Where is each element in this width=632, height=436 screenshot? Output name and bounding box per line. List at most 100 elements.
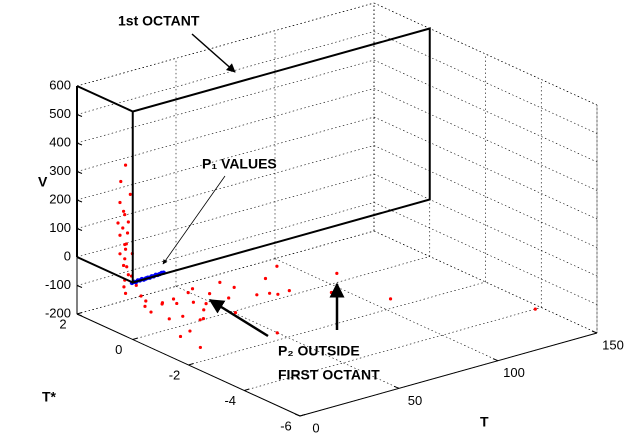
tick-mark	[76, 312, 83, 315]
tick-mark	[132, 337, 138, 340]
annotation: P₂ OUTSIDE	[278, 343, 360, 359]
point	[123, 247, 128, 251]
point	[149, 310, 153, 314]
grid-line	[76, 59, 375, 144]
z-tick-label: 100	[49, 220, 71, 235]
point	[123, 257, 127, 261]
axes: -200 -100 0 100 200 300 400 500 600 0 50 100 150 2 0 -2…	[45, 77, 624, 435]
z-axis-label: V	[38, 174, 48, 190]
point	[255, 293, 259, 297]
grid-line	[373, 31, 598, 134]
grid-line	[373, 116, 598, 220]
tick-mark	[591, 330, 598, 334]
octant-edge	[76, 256, 134, 284]
arrow	[162, 175, 226, 265]
point	[121, 263, 126, 268]
point	[208, 292, 212, 296]
grid-line	[76, 116, 375, 201]
y-tick-label: -4	[224, 393, 236, 408]
point	[191, 300, 195, 304]
point	[122, 285, 126, 289]
x-tick-label: 150	[602, 337, 624, 352]
point	[275, 331, 279, 335]
x-tick-label: 100	[503, 365, 525, 380]
point	[118, 233, 122, 237]
point	[335, 271, 339, 275]
annotation: FIRST OCTANT	[278, 367, 380, 383]
grid-line	[373, 145, 598, 248]
point	[126, 220, 130, 224]
point	[201, 316, 206, 321]
point	[139, 294, 143, 298]
z-tick-label: 600	[49, 77, 71, 92]
grid-line	[76, 31, 375, 115]
point	[125, 265, 129, 269]
point	[123, 291, 128, 295]
z-tick-label: 300	[49, 163, 71, 178]
point	[178, 334, 183, 339]
tick-mark	[188, 363, 194, 366]
point	[198, 318, 202, 322]
grid-line	[373, 88, 598, 191]
point	[276, 292, 280, 296]
grid-line	[373, 230, 598, 334]
z-tick-label: -200	[45, 305, 71, 320]
grid-line	[76, 202, 375, 286]
grid-line	[76, 88, 375, 172]
point	[118, 200, 122, 205]
point	[123, 213, 127, 217]
x-tick-label: 50	[408, 393, 422, 408]
axis-line	[299, 332, 598, 417]
grid-line	[373, 202, 598, 305]
grid-line	[373, 173, 598, 277]
point	[190, 287, 195, 291]
point	[119, 179, 123, 184]
point	[329, 290, 334, 295]
point	[188, 329, 192, 333]
x-tick-label: 0	[312, 420, 319, 435]
point	[175, 301, 179, 306]
octant-edge	[76, 85, 134, 113]
point	[125, 231, 130, 235]
point	[233, 311, 238, 315]
z-tick-label: 400	[49, 134, 71, 149]
grid-line	[76, 230, 375, 315]
point	[268, 291, 272, 295]
point	[160, 301, 165, 305]
point	[123, 242, 127, 247]
point	[128, 192, 132, 196]
x-axis-label: T	[480, 414, 489, 430]
point	[275, 264, 279, 268]
point	[388, 297, 393, 301]
tick-mark	[492, 358, 499, 362]
point	[263, 276, 268, 281]
point	[121, 209, 126, 213]
grid-line	[373, 2, 598, 106]
point	[198, 345, 202, 350]
arrow	[191, 33, 236, 73]
tick-mark	[393, 385, 400, 389]
grid-line	[76, 173, 375, 258]
point	[232, 285, 236, 289]
tick-mark	[244, 388, 250, 391]
point	[186, 291, 190, 295]
point	[118, 252, 122, 256]
y-tick-label: -6	[280, 418, 292, 433]
octant-plane	[131, 27, 431, 284]
octant-box	[76, 27, 431, 284]
y-axis-label: T*	[42, 389, 57, 405]
point	[144, 299, 148, 303]
point	[123, 163, 128, 167]
z-tick-label: 200	[49, 191, 71, 206]
point	[134, 283, 138, 287]
grid-line	[274, 258, 499, 361]
y-tick-label: -2	[169, 367, 181, 382]
point	[126, 273, 130, 277]
grid-line	[244, 307, 542, 391]
point	[116, 221, 120, 225]
z-tick-label: 500	[49, 106, 71, 121]
annotation: 1st OCTANT	[118, 13, 200, 29]
grid-line	[76, 2, 375, 87]
grid-line	[76, 145, 375, 229]
